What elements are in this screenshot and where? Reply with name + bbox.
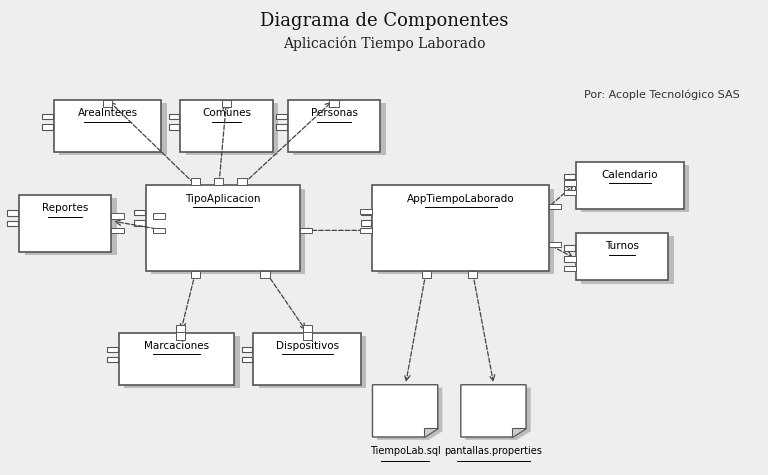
Polygon shape (377, 388, 442, 440)
Bar (176, 332, 185, 340)
Bar (360, 228, 372, 233)
Bar (103, 100, 112, 107)
Bar (581, 165, 689, 212)
Text: Reportes: Reportes (42, 203, 88, 213)
Bar (151, 189, 305, 274)
Bar (111, 213, 124, 219)
Bar (361, 220, 372, 226)
Text: Turnos: Turnos (605, 241, 639, 251)
Text: TiempoLab.sql: TiempoLab.sql (369, 446, 441, 456)
Bar (288, 100, 380, 152)
Text: pantallas.properties: pantallas.properties (445, 446, 542, 456)
Bar (549, 204, 561, 209)
Bar (169, 114, 180, 119)
Bar (169, 124, 180, 130)
Text: Por: Acople Tecnológico SAS: Por: Acople Tecnológico SAS (584, 90, 740, 100)
Bar (378, 189, 554, 274)
Bar (260, 271, 270, 278)
Bar (108, 347, 118, 352)
Text: Personas: Personas (310, 108, 358, 118)
Bar (253, 332, 361, 385)
Bar (293, 103, 386, 155)
Bar (422, 271, 431, 278)
Text: AreaInteres: AreaInteres (78, 108, 137, 118)
Bar (42, 114, 53, 119)
Bar (108, 357, 118, 362)
Bar (134, 210, 145, 215)
Bar (8, 221, 18, 226)
Bar (214, 178, 223, 185)
Polygon shape (372, 385, 438, 437)
Bar (111, 228, 124, 233)
Bar (237, 178, 247, 185)
Bar (191, 271, 200, 278)
Bar (146, 185, 300, 271)
Bar (186, 103, 278, 155)
Bar (134, 220, 145, 226)
Text: AppTiempoLaborado: AppTiempoLaborado (407, 193, 515, 204)
Bar (180, 100, 273, 152)
Bar (119, 332, 234, 385)
Bar (276, 114, 287, 119)
Bar (564, 190, 576, 195)
Polygon shape (461, 385, 526, 437)
Bar (176, 325, 185, 332)
Text: Calendario: Calendario (601, 170, 658, 180)
Bar (59, 103, 167, 155)
Polygon shape (424, 428, 438, 437)
Text: Comunes: Comunes (202, 108, 251, 118)
Bar (372, 185, 549, 271)
Bar (564, 184, 575, 190)
Bar (564, 256, 575, 261)
Bar (549, 242, 561, 247)
Bar (564, 266, 576, 271)
Bar (303, 325, 312, 332)
Bar (329, 100, 339, 107)
Bar (259, 336, 366, 388)
Bar (468, 271, 477, 278)
Bar (564, 180, 576, 186)
Bar (242, 347, 253, 352)
Text: Marcaciones: Marcaciones (144, 341, 209, 351)
Bar (8, 210, 18, 216)
Bar (191, 178, 200, 185)
Bar (54, 100, 161, 152)
Bar (360, 209, 372, 214)
Bar (564, 245, 575, 251)
Text: Aplicación Tiempo Laborado: Aplicación Tiempo Laborado (283, 36, 485, 51)
Bar (19, 195, 111, 252)
Text: TipoAplicacion: TipoAplicacion (185, 193, 260, 204)
Bar (42, 124, 53, 130)
Bar (303, 332, 312, 340)
Bar (276, 124, 287, 130)
Bar (361, 210, 372, 215)
Polygon shape (465, 388, 531, 440)
Bar (222, 100, 231, 107)
Bar (242, 357, 253, 362)
Bar (153, 213, 165, 219)
Text: Diagrama de Componentes: Diagrama de Componentes (260, 12, 508, 30)
Bar (564, 174, 575, 179)
Bar (153, 228, 165, 233)
Bar (124, 336, 240, 388)
Bar (300, 228, 312, 233)
Bar (581, 236, 674, 284)
Bar (576, 162, 684, 209)
Text: Dispositivos: Dispositivos (276, 341, 339, 351)
Bar (25, 198, 117, 255)
Bar (564, 256, 576, 262)
Bar (576, 233, 668, 280)
Polygon shape (512, 428, 526, 437)
